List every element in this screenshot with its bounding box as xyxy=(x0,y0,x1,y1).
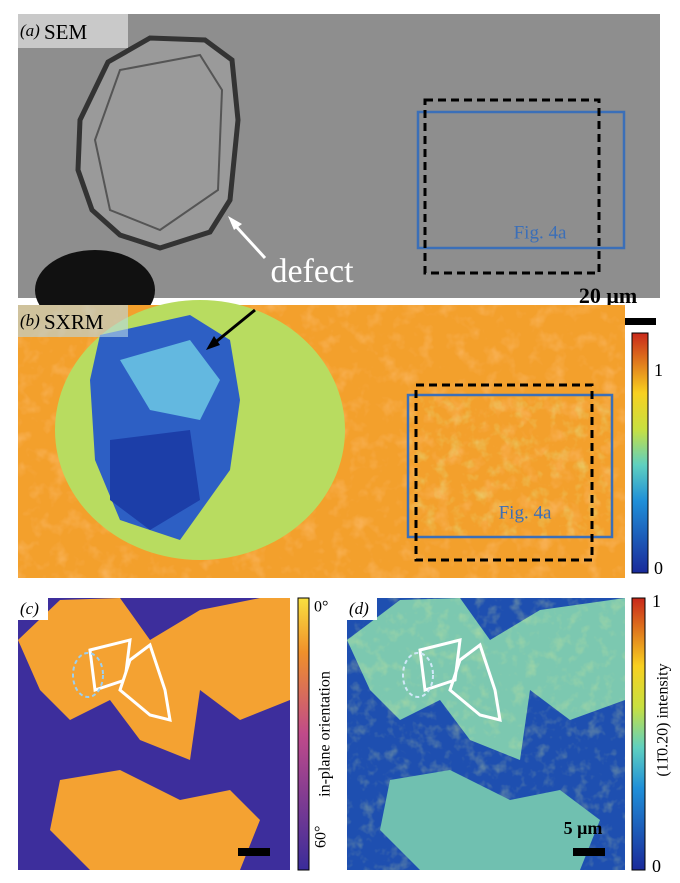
shape-rect xyxy=(632,333,648,573)
colorbar-min: 0 xyxy=(652,856,661,876)
panel-title: SEM xyxy=(44,20,88,44)
body: {"panels": [ {"label": "(a)", "title": "… xyxy=(0,0,680,878)
panel-label: (b) xyxy=(20,311,40,330)
shape-rect xyxy=(573,848,605,856)
shape-rect xyxy=(238,848,270,856)
scale-bar-label: 20 μm xyxy=(579,283,637,308)
box-label: Fig. 4a xyxy=(514,222,567,243)
figure: Fig. 4a (a) SEM defect 20 μm Fig. 4a (b)… xyxy=(0,0,680,878)
panel-a: Fig. 4a (a) SEM defect 20 μm xyxy=(18,14,660,330)
panel-label: (c) xyxy=(20,599,39,618)
colorbar-max: 1 xyxy=(654,360,663,380)
colorbar-min: 60° xyxy=(313,826,330,848)
box-label: Fig. 4a xyxy=(499,502,552,523)
colorbar-title: (11̄0.20) intensity xyxy=(655,663,672,776)
panel-label: (a) xyxy=(20,21,40,40)
panel-b: Fig. 4a (b) SXRM 1 0 xyxy=(18,300,663,578)
shape-path xyxy=(78,38,238,248)
colorbar-title: in-plane orientation xyxy=(317,671,334,797)
panel-label: (d) xyxy=(349,599,369,618)
panel-d: 5 μm (d) 1 0 (11̄0.20) intensity xyxy=(347,591,672,876)
panel-title: SXRM xyxy=(44,310,104,334)
scale-bar-label: 5 μm xyxy=(564,818,603,838)
annotation: defect xyxy=(270,253,354,290)
page: figure html, body { margin: 0; padding: … xyxy=(0,0,680,878)
shape-rect xyxy=(298,598,309,870)
colorbar-min: 0 xyxy=(654,558,663,578)
colorbar-max: 1 xyxy=(652,591,661,611)
panel-c: (c) 0° 60° in-plane orientation xyxy=(18,598,334,870)
colorbar-max: 0° xyxy=(314,599,328,616)
shape-rect xyxy=(632,598,645,870)
